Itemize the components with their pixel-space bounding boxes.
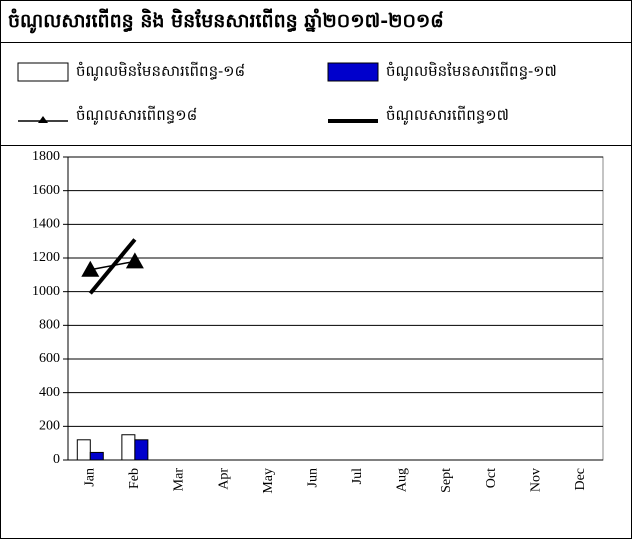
- y-tick-label: 1400: [32, 217, 60, 232]
- legend: ចំណូលមិនមែនសារពើពន្ធ-១៨ ចំណូលមិនមែនសារពើព…: [17, 61, 557, 125]
- y-tick-label: 200: [39, 419, 60, 434]
- y-tick-label: 600: [39, 351, 60, 366]
- line: [88, 238, 137, 295]
- marker: [125, 252, 144, 269]
- chart-title: ចំណូលសារពើពន្ធ និង មិនមែនសារពើពន្ធ ឆ្នាំ…: [8, 8, 444, 34]
- bar: [76, 439, 91, 461]
- legend-label: ចំណូលសារពើពន្ធ១៨: [76, 105, 197, 125]
- x-tick-label: Dec: [573, 468, 588, 491]
- legend-swatch: [327, 62, 379, 82]
- x-tick-label: Aug: [395, 468, 410, 492]
- legend-label: ចំណូលមិនមែនសារពើពន្ធ-១៧: [386, 61, 557, 81]
- x-tick-label: Apr: [216, 468, 231, 490]
- bar: [134, 439, 149, 461]
- x-tick-label: Feb: [127, 468, 142, 489]
- y-tick-label: 1200: [32, 250, 60, 265]
- x-tick-label: May: [261, 468, 276, 494]
- marker: [81, 260, 100, 277]
- y-tick-label: 1000: [32, 284, 60, 299]
- y-tick-label: 1800: [32, 149, 60, 164]
- legend-label: ចំណូលសារពើពន្ធ១៧: [386, 105, 509, 125]
- x-tick-label: Sept: [439, 468, 454, 493]
- legend-swatch: [17, 62, 69, 82]
- x-tick-label: Mar: [172, 468, 187, 492]
- x-tick-label: Jan: [83, 468, 98, 487]
- bar: [121, 434, 136, 461]
- legend-label: ចំណូលមិនមែនសារពើពន្ធ-១៨: [76, 61, 245, 81]
- x-tick-label: Nov: [528, 468, 543, 492]
- y-tick-label: 1600: [32, 183, 60, 198]
- y-tick-label: 0: [53, 452, 60, 467]
- x-tick-label: Oct: [484, 468, 499, 488]
- x-tick-label: Jun: [305, 468, 320, 487]
- y-tick-label: 800: [39, 318, 60, 333]
- bar: [89, 451, 104, 461]
- x-tick-label: Jul: [350, 468, 365, 484]
- y-tick-label: 400: [39, 385, 60, 400]
- legend-marker: [38, 116, 48, 123]
